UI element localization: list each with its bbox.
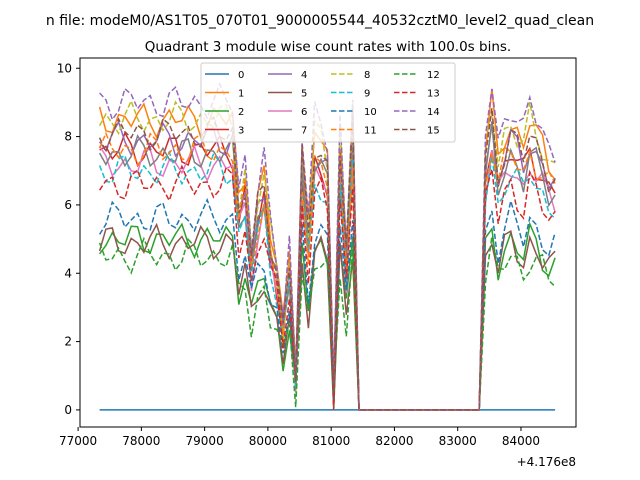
y-tick-label: 10 (57, 61, 72, 75)
legend-label-15: 15 (427, 126, 440, 137)
series-line-15 (98, 108, 556, 411)
series-line-5 (98, 222, 556, 411)
y-axis: 0 2 4 6 8 10 (57, 61, 80, 417)
legend-label-9: 9 (364, 89, 370, 100)
series-line-2 (99, 221, 556, 411)
x-tick-label: 83000 (439, 434, 477, 448)
y-tick-label: 0 (64, 403, 72, 417)
legend-label-1: 1 (238, 89, 244, 100)
series-line-10 (98, 197, 556, 411)
legend-box (200, 62, 456, 143)
axes-frame (79, 57, 577, 428)
legend-label-7: 7 (301, 126, 307, 137)
x-offset-label: +4.176e8 (517, 455, 576, 469)
legend-label-8: 8 (364, 70, 370, 81)
y-tick-label: 4 (64, 266, 72, 280)
figure-suptitle: n file: modeM0/AS1T05_070T01_9000005544_… (46, 13, 594, 29)
y-tick-label: 2 (64, 335, 72, 349)
x-tick-label: 80000 (249, 434, 287, 448)
legend-label-5: 5 (301, 89, 307, 100)
x-tick-label: 82000 (375, 434, 413, 448)
legend-label-0: 0 (238, 70, 244, 81)
legend-label-2: 2 (238, 107, 244, 118)
x-tick-label: 81000 (312, 434, 350, 448)
legend-label-10: 10 (364, 107, 377, 118)
y-tick-label: 6 (64, 198, 72, 212)
legend-label-12: 12 (427, 70, 440, 81)
x-tick-label: 84000 (502, 434, 540, 448)
legend-label-6: 6 (301, 107, 307, 118)
legend-label-14: 14 (427, 107, 440, 118)
x-axis: 77000 78000 79000 80000 81000 82000 83000 84000 (59, 427, 540, 448)
plot-area (98, 81, 556, 411)
x-tick-label: 77000 (59, 434, 97, 448)
x-tick-label: 79000 (186, 434, 224, 448)
y-tick-label: 8 (64, 130, 72, 144)
legend-label-3: 3 (238, 126, 244, 137)
legend-label-11: 11 (364, 126, 377, 137)
chart-title: Quadrant 3 module wise count rates with … (145, 39, 511, 55)
legend-label-4: 4 (301, 70, 307, 81)
x-tick-label: 78000 (122, 434, 160, 448)
series-line-14 (99, 81, 556, 411)
legend-label-13: 13 (427, 89, 440, 100)
